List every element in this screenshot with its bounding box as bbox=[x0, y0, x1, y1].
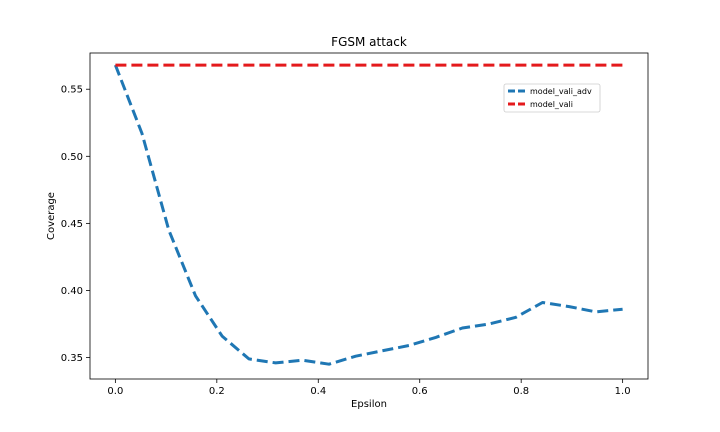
y-axis-label: Coverage bbox=[46, 192, 57, 240]
y-tick-label: 0.55 bbox=[61, 85, 83, 96]
x-tick-label: 1.0 bbox=[615, 386, 631, 397]
legend-label: model_vali_adv bbox=[530, 87, 592, 96]
x-axis-label: Epsilon bbox=[351, 399, 387, 410]
x-tick-label: 0.8 bbox=[513, 386, 529, 397]
y-tick-label: 0.50 bbox=[61, 152, 83, 163]
x-tick-label: 0.6 bbox=[412, 386, 428, 397]
x-tick-label: 0.0 bbox=[107, 386, 123, 397]
legend-box bbox=[503, 83, 601, 113]
legend-label: model_vali bbox=[530, 100, 573, 109]
legend: model_vali_adv model_vali bbox=[503, 83, 601, 113]
series-line-model-vali-adv bbox=[114, 64, 623, 366]
chart-title: FGSM attack bbox=[331, 35, 407, 49]
series-group bbox=[114, 63, 623, 366]
x-tick-label: 0.2 bbox=[209, 386, 225, 397]
y-tick-label: 0.40 bbox=[61, 286, 83, 297]
y-tick-label: 0.45 bbox=[61, 219, 83, 230]
y-tick-label: 0.35 bbox=[61, 353, 83, 364]
y-axis: 0.35 0.40 0.45 0.50 0.55 bbox=[61, 85, 90, 364]
x-axis: 0.0 0.2 0.4 0.6 0.8 1.0 bbox=[107, 379, 631, 397]
x-tick-label: 0.4 bbox=[310, 386, 326, 397]
